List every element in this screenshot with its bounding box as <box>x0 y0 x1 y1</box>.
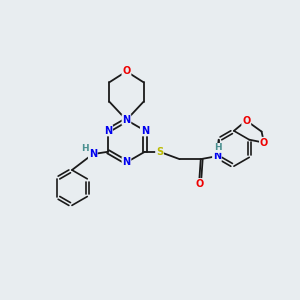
Text: O: O <box>260 138 268 148</box>
Text: N: N <box>141 126 149 136</box>
Text: S: S <box>156 147 163 157</box>
Text: N: N <box>122 158 130 167</box>
Text: H: H <box>81 144 88 153</box>
Text: O: O <box>242 116 250 126</box>
Text: O: O <box>122 66 130 76</box>
Text: N: N <box>104 126 112 136</box>
Text: N: N <box>89 149 97 159</box>
Text: N: N <box>122 115 130 125</box>
Text: N: N <box>213 151 221 161</box>
Text: H: H <box>214 143 222 152</box>
Text: O: O <box>195 179 203 189</box>
